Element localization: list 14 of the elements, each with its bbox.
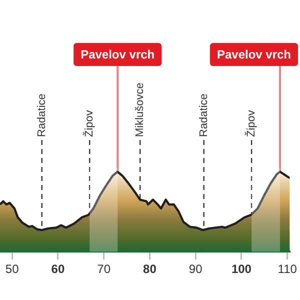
x-tick-label: 80	[143, 262, 157, 276]
x-tick-label: 70	[97, 262, 111, 276]
ref-line-label: Pavelov vrch	[216, 47, 291, 62]
x-tick-label: 60	[51, 262, 65, 276]
x-tick-label: 110	[278, 262, 298, 276]
ref-line-label: Žipov	[82, 110, 96, 137]
ref-line-label: Žipov	[244, 110, 258, 137]
ref-line-label: Radatice	[198, 94, 210, 137]
ref-line-label: Radatice	[36, 94, 48, 137]
ref-line-label: Pavelov vrch	[80, 47, 155, 62]
x-tick-label: 100	[231, 262, 252, 276]
x-tick-label: 90	[188, 262, 203, 276]
x-tick-label: 50	[5, 262, 20, 276]
ref-line-label: Miklušovce	[134, 82, 146, 137]
